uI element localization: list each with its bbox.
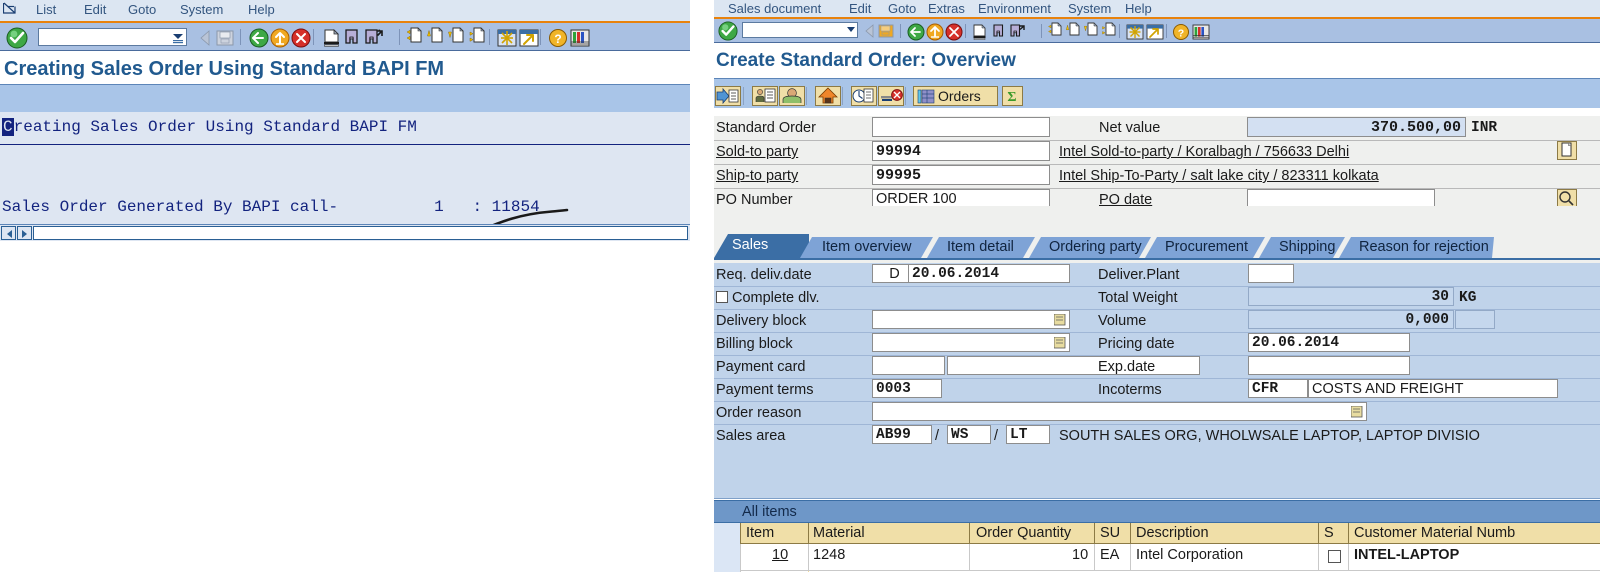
svg-text:?: ? bbox=[554, 32, 561, 46]
svg-text:?: ? bbox=[1178, 27, 1184, 39]
svg-text:Σ: Σ bbox=[1007, 90, 1016, 105]
